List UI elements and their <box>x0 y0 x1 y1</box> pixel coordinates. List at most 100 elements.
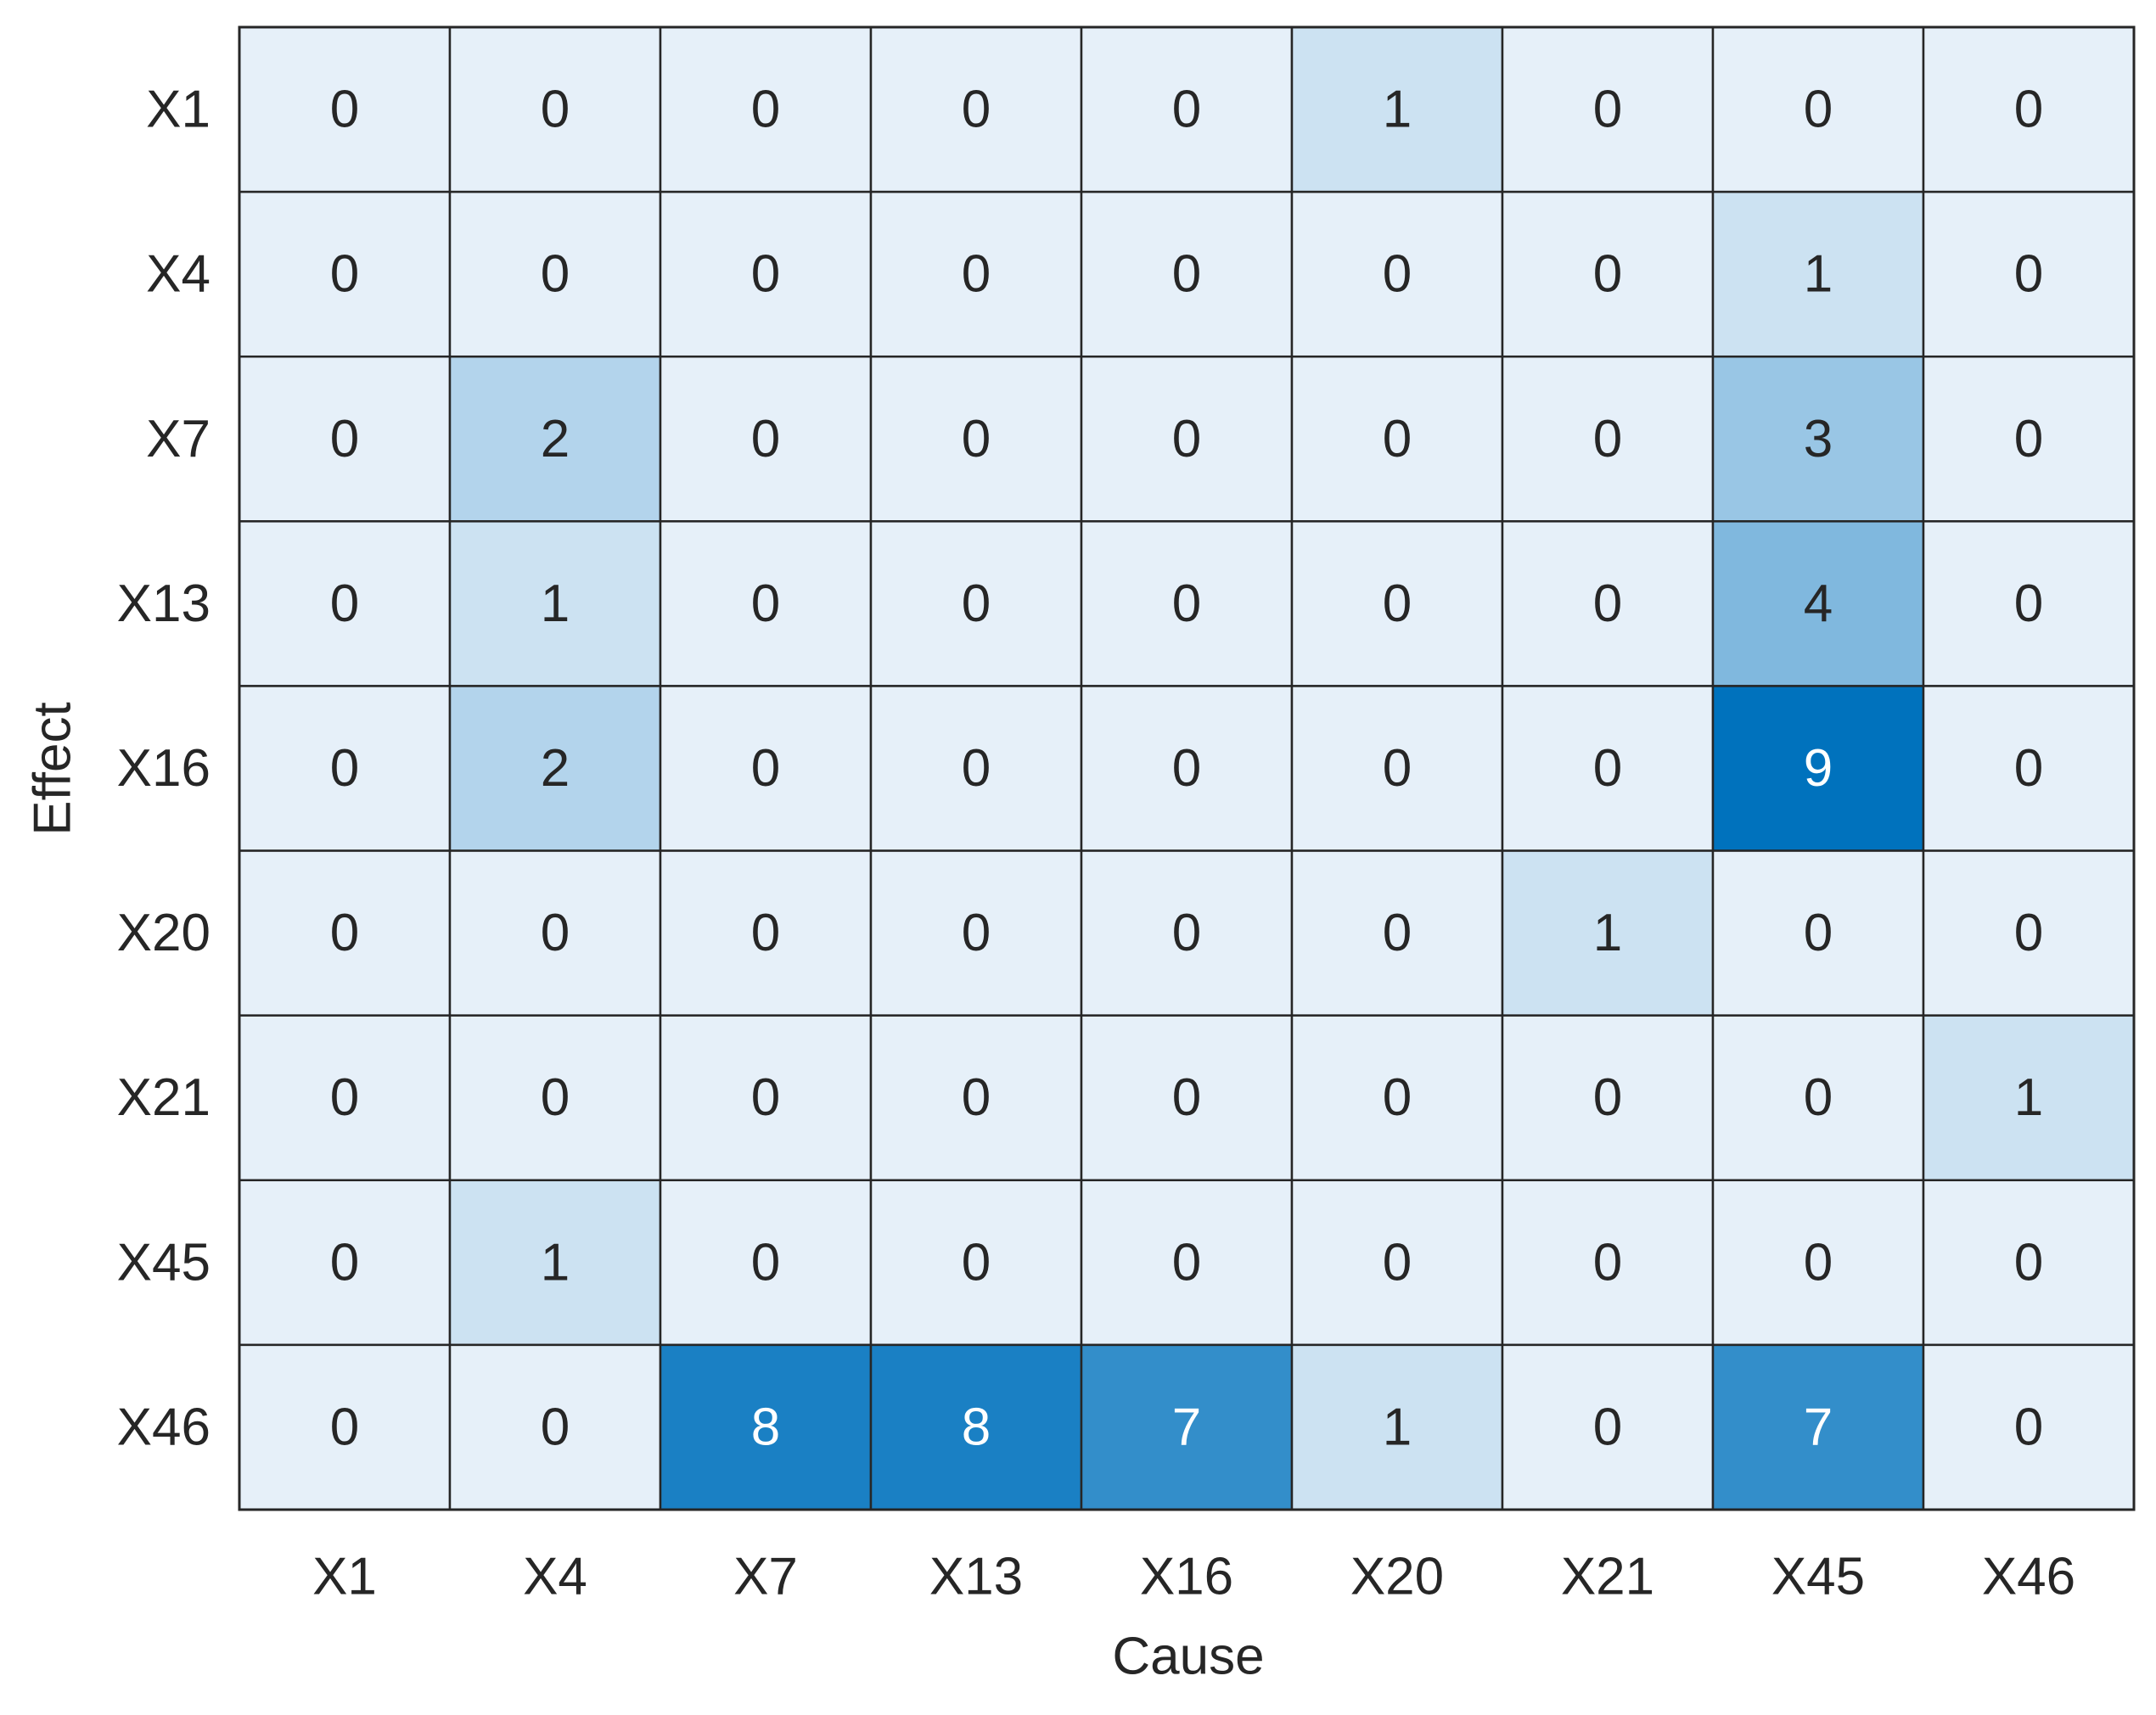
cell-label: 0 <box>2014 81 2043 139</box>
cell-label: 0 <box>1172 904 1201 962</box>
cell-label: 0 <box>751 81 780 139</box>
heatmap-cell <box>238 25 452 193</box>
heatmap-cell <box>869 1343 1083 1511</box>
heatmap-cell <box>448 1014 662 1182</box>
heatmap-cell <box>869 25 1083 193</box>
cell-label: 0 <box>1383 904 1412 962</box>
cell-label: 0 <box>1593 81 1622 139</box>
heatmap-cell <box>659 1014 873 1182</box>
cell-label: 0 <box>2014 245 2043 304</box>
cell-label: 0 <box>330 1398 359 1456</box>
heatmap-cell <box>1501 355 1715 523</box>
heatmap-cell <box>238 520 452 687</box>
cell-label: 0 <box>1593 410 1622 468</box>
x-tick-label: X45 <box>1771 1548 1865 1606</box>
y-tick-label: X4 <box>146 245 211 304</box>
cell-label: 0 <box>962 410 991 468</box>
cell-label: 0 <box>751 1233 780 1292</box>
cell-label: 0 <box>541 1068 570 1127</box>
cell-label: 7 <box>1172 1398 1201 1456</box>
heatmap-cell <box>1290 190 1504 358</box>
heatmap-cell <box>1290 25 1504 193</box>
cell-label: 0 <box>1172 1068 1201 1127</box>
cell-label: 0 <box>751 410 780 468</box>
x-tick-label: X20 <box>1350 1548 1444 1606</box>
cell-label: 1 <box>1383 1398 1412 1456</box>
heatmap-cell <box>1922 685 2136 852</box>
cell-label: 1 <box>1804 245 1833 304</box>
heatmap-cell <box>659 355 873 523</box>
heatmap-cell <box>659 849 873 1017</box>
heatmap-cell <box>1290 685 1504 852</box>
cell-label: 0 <box>1593 1233 1622 1292</box>
cell-label: 0 <box>2014 1398 2043 1456</box>
cell-label: 0 <box>330 1233 359 1292</box>
cell-label: 1 <box>1593 904 1622 962</box>
heatmap-cell <box>869 355 1083 523</box>
y-tick-label: X7 <box>146 410 211 468</box>
cell-label: 0 <box>1172 410 1201 468</box>
cell-label: 0 <box>541 245 570 304</box>
heatmap-cell <box>238 355 452 523</box>
heatmap-cell <box>1080 190 1294 358</box>
cell-label: 0 <box>1593 1068 1622 1127</box>
heatmap-cell <box>448 520 662 687</box>
cell-label: 0 <box>330 410 359 468</box>
cell-label: 1 <box>541 574 570 633</box>
cell-label: 1 <box>1383 81 1412 139</box>
x-tick-label: X7 <box>733 1548 798 1606</box>
cell-label: 0 <box>2014 410 2043 468</box>
cell-label: 0 <box>2014 904 2043 962</box>
cell-label: 4 <box>1804 574 1833 633</box>
cell-label: 0 <box>1172 81 1201 139</box>
heatmap-cell <box>448 1343 662 1511</box>
cell-label: 0 <box>541 81 570 139</box>
cell-label: 0 <box>330 1068 359 1127</box>
heatmap-cell <box>1922 355 2136 523</box>
cell-label: 0 <box>1383 410 1412 468</box>
heatmap-cell <box>448 25 662 193</box>
heatmap-cell <box>1290 1179 1504 1347</box>
heatmap-cell <box>869 849 1083 1017</box>
cell-label: 0 <box>330 81 359 139</box>
heatmap-cell <box>1501 685 1715 852</box>
heatmap-cell <box>1922 520 2136 687</box>
heatmap-cell <box>1080 25 1294 193</box>
heatmap-cell <box>1290 1343 1504 1511</box>
cell-label: 0 <box>1383 574 1412 633</box>
cell-label: 0 <box>330 739 359 798</box>
x-tick-label: X21 <box>1561 1548 1654 1606</box>
heatmap-cell <box>1711 849 1925 1017</box>
cell-label: 0 <box>751 245 780 304</box>
heatmap-cell <box>659 685 873 852</box>
x-tick-label: X1 <box>312 1548 377 1606</box>
heatmap-cell <box>659 190 873 358</box>
cell-label: 0 <box>751 574 780 633</box>
cell-label: 0 <box>1172 245 1201 304</box>
cell-label: 0 <box>2014 574 2043 633</box>
cell-label: 1 <box>2014 1068 2043 1127</box>
cell-label: 0 <box>1383 1233 1412 1292</box>
heatmap-cell <box>869 1179 1083 1347</box>
heatmap-cell <box>448 685 662 852</box>
heatmap-cell <box>1080 1343 1294 1511</box>
cell-label: 0 <box>962 1233 991 1292</box>
cell-label: 0 <box>1593 245 1622 304</box>
cell-label: 9 <box>1804 739 1833 798</box>
plot-frame <box>238 25 2136 1511</box>
cell-label: 0 <box>330 904 359 962</box>
cell-label: 0 <box>541 904 570 962</box>
y-tick-label: X20 <box>117 904 211 962</box>
cell-label: 0 <box>1804 1233 1833 1292</box>
y-tick-label: X1 <box>146 81 211 139</box>
heatmap-cell <box>1501 1179 1715 1347</box>
cell-label: 0 <box>751 904 780 962</box>
heatmap-cell <box>869 520 1083 687</box>
heatmap-cell <box>869 190 1083 358</box>
cell-label: 0 <box>962 1068 991 1127</box>
cell-label: 0 <box>1593 1398 1622 1456</box>
heatmap-cell <box>1711 190 1925 358</box>
heatmap-cell <box>869 685 1083 852</box>
y-tick-label: X21 <box>117 1068 211 1127</box>
